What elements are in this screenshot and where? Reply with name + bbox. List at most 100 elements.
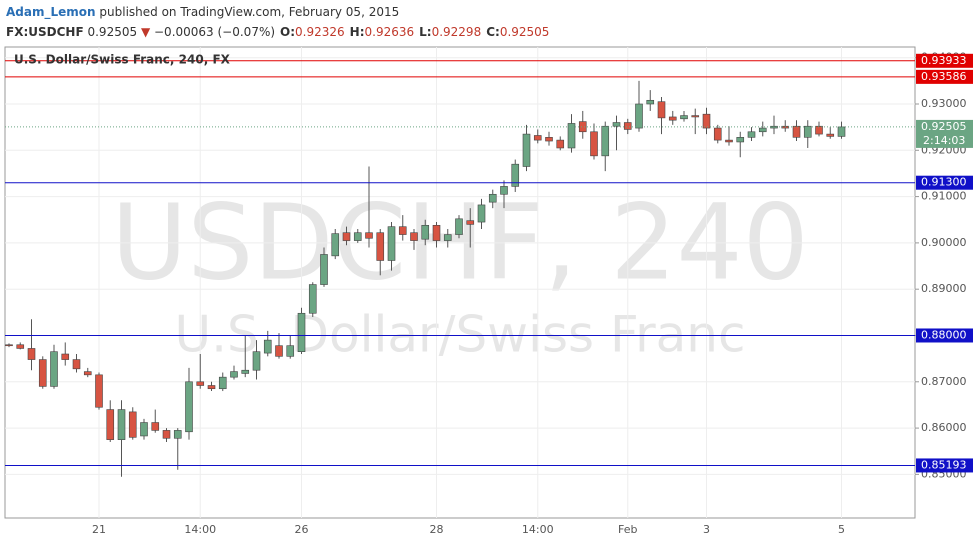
candle-body bbox=[477, 204, 486, 223]
candle-body bbox=[556, 139, 565, 149]
candle-body bbox=[185, 381, 193, 433]
x-tick-label: 14:00 bbox=[522, 523, 554, 536]
author[interactable]: Adam_Lemon bbox=[6, 5, 96, 19]
legend: U.S. Dollar/Swiss Franc, 240, FX bbox=[14, 53, 231, 67]
candle-body bbox=[488, 193, 497, 203]
candle-body bbox=[38, 359, 47, 387]
level-tag bbox=[916, 69, 973, 84]
ohlc: O:0.92326 H:0.92636 L:0.92298 C:0.92505 bbox=[280, 25, 554, 39]
candle-body bbox=[601, 125, 610, 157]
candle-body bbox=[691, 115, 700, 118]
ohlc-label: H: bbox=[349, 25, 365, 39]
x-tick-label: Feb bbox=[618, 523, 637, 536]
candle-body bbox=[331, 233, 340, 257]
level-tag bbox=[916, 458, 973, 473]
candle-body bbox=[747, 131, 756, 138]
candle-body bbox=[275, 345, 283, 357]
last-price-tag bbox=[916, 119, 973, 148]
candle-body bbox=[758, 127, 767, 133]
candle-body bbox=[230, 371, 238, 378]
candle-body bbox=[218, 376, 227, 390]
candle-body bbox=[365, 232, 373, 239]
candle-body bbox=[792, 125, 801, 138]
candle-body bbox=[612, 122, 621, 127]
level-label: 0.91300 bbox=[921, 176, 967, 189]
candle-body bbox=[635, 103, 643, 129]
overlays: 0.93933 0.93586 0.91300 0.88000 0.85193 0.925… bbox=[5, 53, 973, 473]
y-tick-label: 0.86000 bbox=[921, 421, 967, 434]
x-tick-label: 28 bbox=[430, 523, 444, 536]
candle-body bbox=[196, 381, 205, 386]
candle-body bbox=[50, 351, 58, 387]
x-tick-label: 3 bbox=[703, 523, 710, 536]
ohlc-value: 0.92326 bbox=[295, 25, 345, 39]
ohlc-label: O: bbox=[280, 25, 296, 39]
candle-body bbox=[657, 101, 666, 119]
candle-body bbox=[455, 218, 463, 235]
candle-body bbox=[297, 312, 306, 352]
x-tick-label: 21 bbox=[92, 523, 106, 536]
candle-body bbox=[443, 234, 452, 241]
price: 0.92505 bbox=[87, 25, 138, 39]
header-line: FX:USDCHF 0.92505 ▼ −0.00063 (−0.07%) O:0… bbox=[6, 22, 554, 42]
candle-body bbox=[815, 125, 823, 135]
level-label: 0.88000 bbox=[921, 328, 967, 341]
candle-body bbox=[95, 374, 103, 408]
ohlc-label: L: bbox=[419, 25, 432, 39]
symbol: FX:USDCHF bbox=[6, 25, 84, 39]
candle-body bbox=[252, 351, 261, 371]
candle-body bbox=[308, 284, 317, 314]
candle-body bbox=[826, 133, 835, 137]
watermark: USDCHF, 240 bbox=[111, 181, 808, 303]
candle-body bbox=[668, 116, 677, 121]
candle-body bbox=[466, 220, 475, 225]
candle-body bbox=[702, 113, 711, 129]
candle-body bbox=[421, 224, 430, 240]
countdown: 2:14:03 bbox=[923, 134, 965, 147]
ohlc-value: 0.92636 bbox=[364, 25, 415, 39]
plot-frame bbox=[4, 46, 916, 519]
candle-body bbox=[376, 232, 385, 261]
candle-body bbox=[353, 232, 362, 241]
candle-body bbox=[241, 369, 250, 374]
x-tick-label: 14:00 bbox=[184, 523, 216, 536]
candle-body bbox=[578, 121, 587, 133]
candle-body bbox=[117, 409, 126, 440]
y-tick-label: 0.93000 bbox=[921, 97, 967, 110]
candle-body bbox=[16, 344, 25, 349]
candle-body bbox=[320, 254, 328, 285]
candle-body bbox=[533, 135, 542, 141]
candle-body bbox=[567, 123, 576, 149]
candle-body bbox=[725, 139, 733, 143]
candles bbox=[5, 80, 846, 477]
candle-body bbox=[173, 430, 182, 439]
candle-body bbox=[646, 99, 655, 105]
candle-body bbox=[837, 126, 846, 137]
change: −0.00063 (−0.07%) bbox=[154, 25, 276, 39]
candle-body bbox=[207, 385, 216, 390]
level-label: 0.93586 bbox=[921, 70, 967, 83]
candle-body bbox=[61, 353, 70, 360]
level-label: 0.93933 bbox=[921, 54, 967, 67]
level-tag bbox=[916, 53, 973, 68]
header: Adam_Lemon published on TradingView.com,… bbox=[6, 2, 554, 42]
x-tick-label: 5 bbox=[838, 523, 845, 536]
candle-body bbox=[286, 345, 295, 357]
arrow: ▼ bbox=[140, 25, 151, 39]
ohlc-value: 0.92505 bbox=[499, 25, 550, 39]
published: published on TradingView.com, February 0… bbox=[99, 5, 400, 19]
candle-body bbox=[106, 409, 115, 440]
candle-body bbox=[680, 115, 688, 120]
header-line: Adam_Lemon published on TradingView.com,… bbox=[6, 2, 554, 22]
last-price-label: 0.92505 bbox=[921, 120, 967, 133]
candle-body bbox=[545, 137, 553, 142]
candle-body bbox=[128, 411, 137, 438]
candle-body bbox=[162, 430, 171, 439]
level-tag bbox=[916, 175, 973, 190]
x-tick-label: 26 bbox=[295, 523, 309, 536]
level-label: 0.85193 bbox=[921, 458, 967, 471]
y-tick-label: 0.89000 bbox=[921, 282, 967, 295]
candle-body bbox=[713, 127, 722, 141]
candle-body bbox=[263, 339, 272, 354]
candle-body bbox=[522, 133, 531, 167]
